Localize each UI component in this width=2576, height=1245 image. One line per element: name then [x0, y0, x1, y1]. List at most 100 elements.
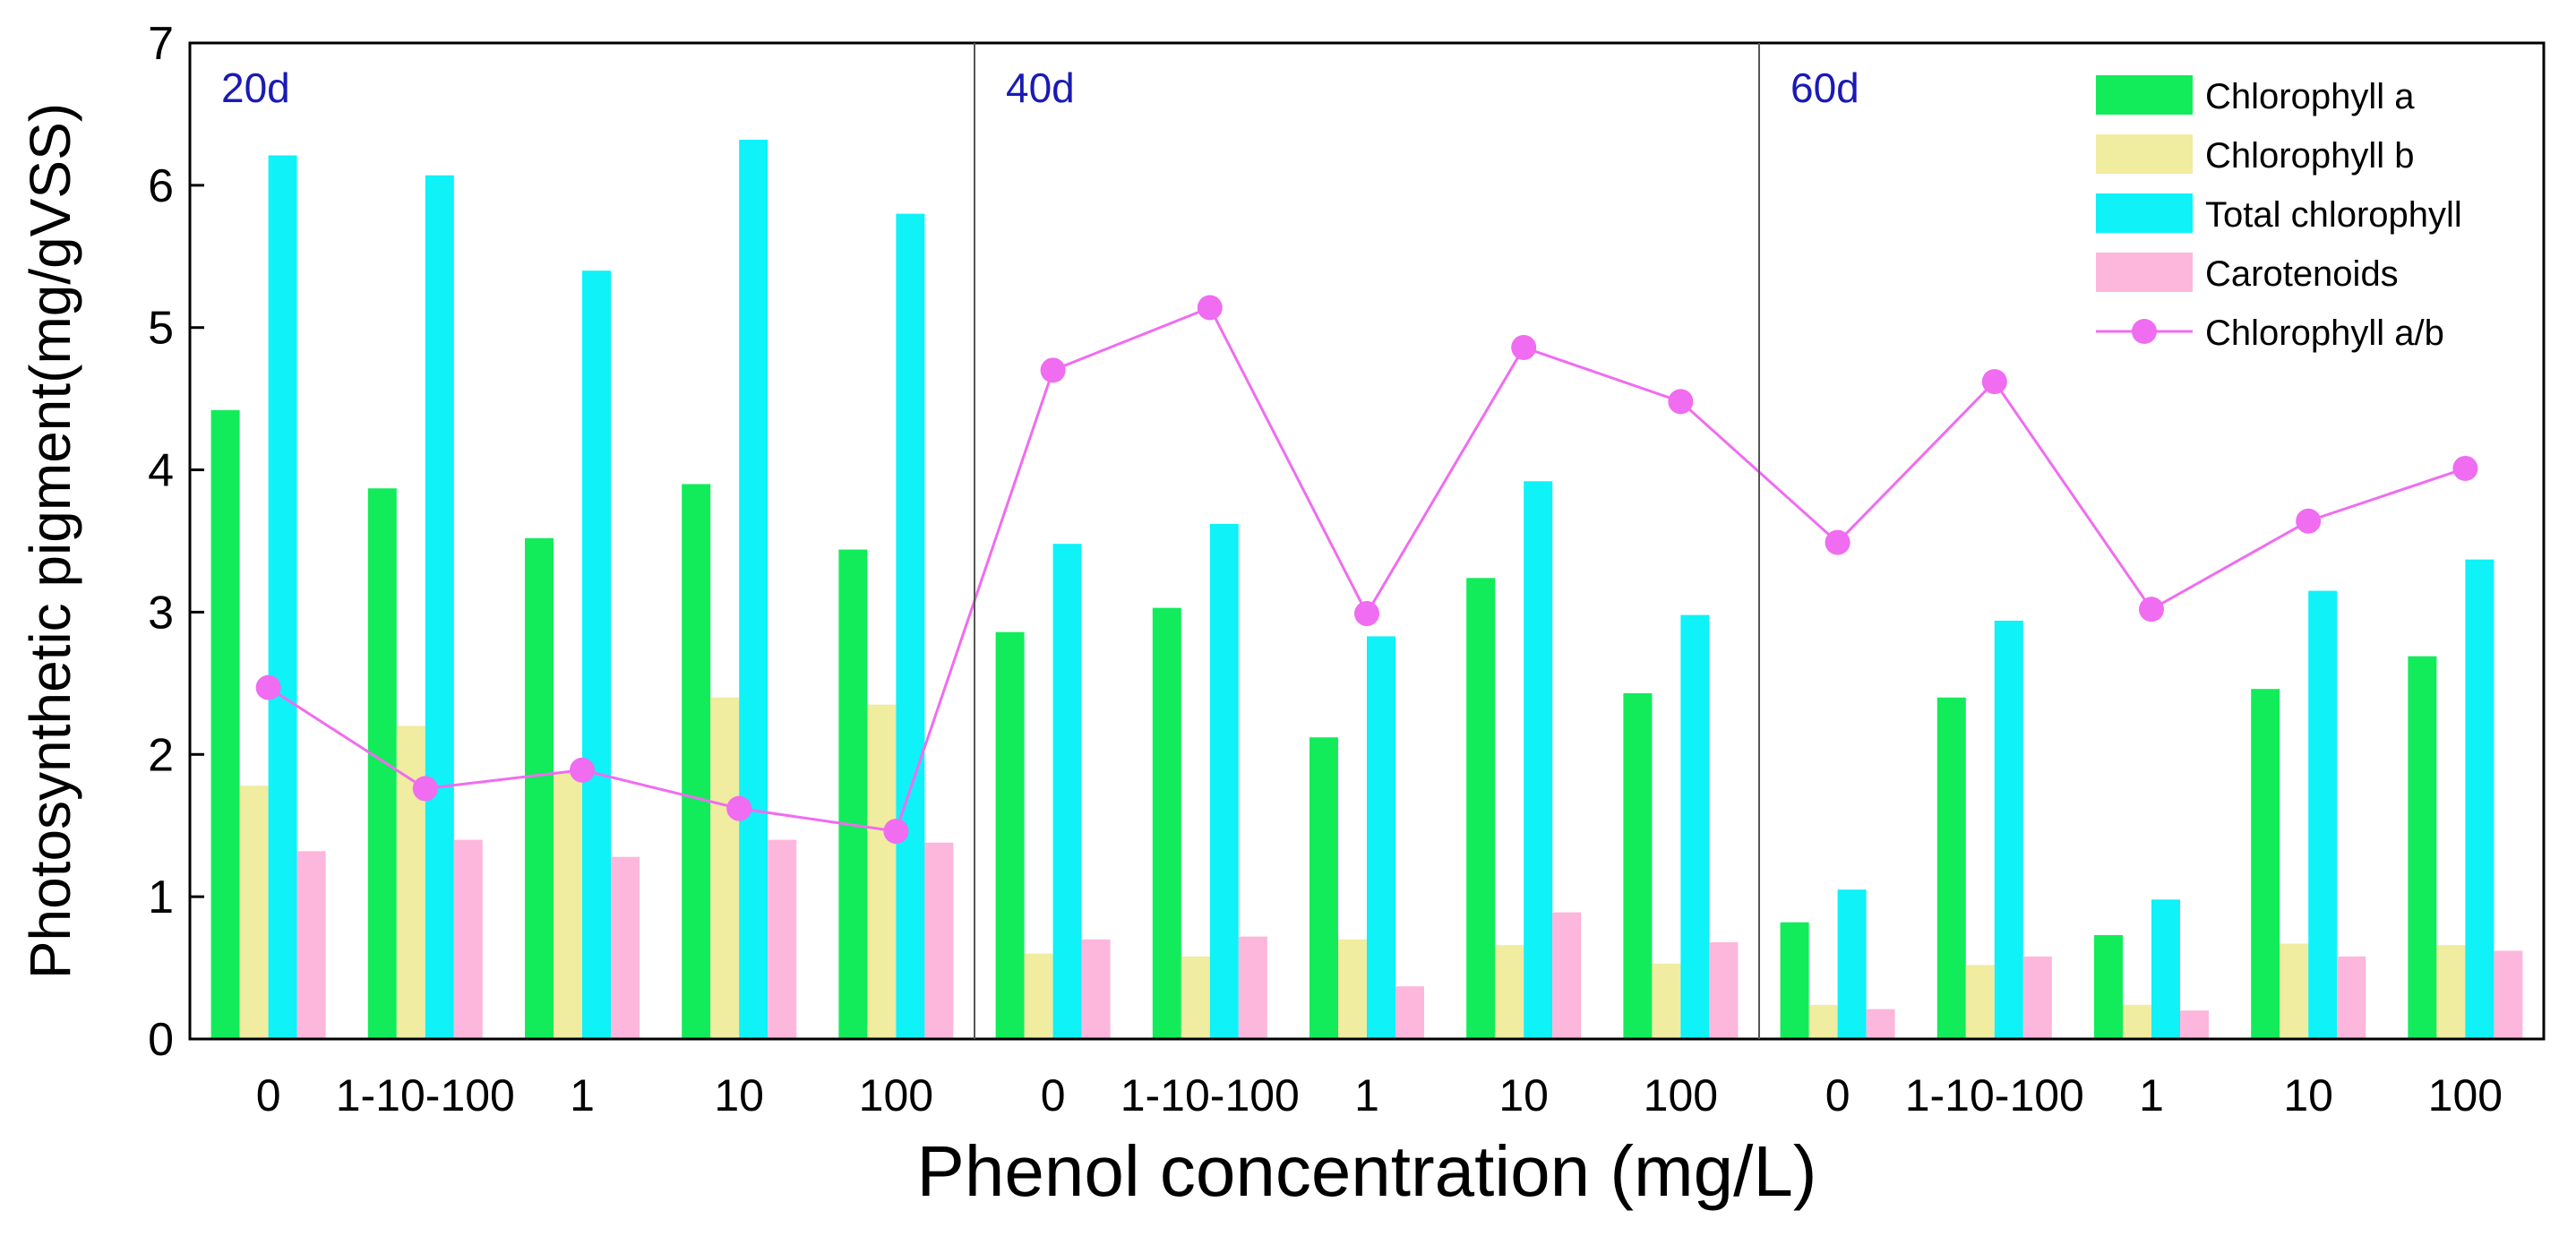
x-axis-label: Phenol concentration (mg/L) [917, 1131, 1817, 1211]
legend-swatch-carotenoids [2096, 253, 2193, 292]
point-chlorophyll-a-b-14 [2452, 455, 2478, 481]
bar-chlorophyll-b-12 [2123, 1004, 2151, 1039]
point-chlorophyll-a-b-12 [2139, 597, 2164, 622]
bar-chlorophyll-a-9 [1623, 692, 1653, 1039]
legend-label-chlorophyll-a-b: Chlorophyll a/b [2205, 313, 2444, 353]
bar-chlorophyll-a-6 [1152, 607, 1181, 1039]
y-tick-label-1: 1 [148, 872, 174, 923]
bar-total-chlorophyll-3 [739, 140, 769, 1040]
legend-marker-chlorophyll-a-b [2132, 319, 2157, 344]
x-axis: 0 1-10-100 1 10 100 0 1-10-100 1 10 100 0 1-10-100 1… [256, 1070, 2503, 1120]
legend-label-total-chlorophyll: Total chlorophyll [2205, 195, 2462, 235]
group-label-20d: 20d [221, 64, 290, 111]
bar-chlorophyll-b-11 [1965, 965, 1995, 1039]
x-tick-label-14: 100 [2428, 1070, 2503, 1120]
group-label-40d: 40d [1006, 64, 1075, 111]
bar-total-chlorophyll-2 [582, 270, 611, 1040]
bar-total-chlorophyll-0 [268, 155, 297, 1040]
bar-total-chlorophyll-12 [2151, 899, 2180, 1039]
legend-label-chlorophyll-a: Chlorophyll a [2205, 77, 2415, 116]
point-chlorophyll-a-b-5 [1040, 357, 1066, 383]
bar-chlorophyll-a-2 [525, 537, 554, 1039]
y-tick-label-2: 2 [148, 729, 174, 781]
bar-carotenoids-8 [1552, 912, 1582, 1039]
bar-total-chlorophyll-4 [896, 213, 925, 1040]
point-chlorophyll-a-b-2 [570, 757, 595, 783]
bar-chlorophyll-b-2 [554, 771, 582, 1039]
legend: Chlorophyll a Chlorophyll b Total chloroph… [2096, 75, 2462, 353]
x-tick-label-10: 0 [1825, 1070, 1850, 1120]
bar-chlorophyll-a-7 [1309, 737, 1338, 1039]
y-axis-label: Photosynthetic pigment(mg/gVSS) [18, 103, 82, 979]
bar-chlorophyll-b-8 [1495, 945, 1524, 1039]
bar-carotenoids-13 [2337, 956, 2366, 1039]
legend-label-chlorophyll-b: Chlorophyll b [2205, 136, 2414, 176]
group-labels: 20d 40d 60d [221, 64, 1859, 111]
bar-carotenoids-9 [1709, 941, 1739, 1039]
bar-chlorophyll-b-0 [239, 786, 269, 1039]
x-tick-label-2: 1 [570, 1070, 595, 1120]
legend-swatch-total-chlorophyll [2096, 193, 2193, 233]
point-chlorophyll-a-b-10 [1825, 529, 1850, 555]
group-dividers [974, 43, 1760, 1039]
bar-chlorophyll-a-3 [682, 484, 711, 1039]
bar-carotenoids-1 [453, 839, 483, 1039]
bar-carotenoids-6 [1238, 936, 1267, 1039]
y-tick-label-3: 3 [148, 587, 174, 639]
bar-chlorophyll-b-13 [2280, 943, 2309, 1039]
bar-total-chlorophyll-14 [2465, 559, 2494, 1039]
bar-total-chlorophyll-10 [1837, 889, 1867, 1039]
x-tick-label-8: 10 [1498, 1070, 1549, 1120]
x-tick-label-12: 1 [2139, 1070, 2164, 1120]
point-chlorophyll-a-b-8 [1511, 334, 1537, 360]
bar-chlorophyll-a-12 [2094, 935, 2123, 1039]
bar-chlorophyll-a-14 [2408, 656, 2437, 1039]
bar-carotenoids-3 [768, 839, 797, 1039]
bar-total-chlorophyll-9 [1680, 614, 1710, 1039]
point-chlorophyll-a-b-4 [883, 819, 909, 845]
bar-chlorophyll-a-11 [1936, 697, 1966, 1039]
x-tick-label-9: 100 [1644, 1070, 1718, 1120]
y-tick-label-5: 5 [148, 303, 174, 355]
bar-chlorophyll-a-13 [2251, 689, 2280, 1039]
legend-label-carotenoids: Carotenoids [2205, 254, 2399, 294]
y-tick-label-0: 0 [148, 1014, 174, 1066]
bar-chlorophyll-a-10 [1780, 922, 1809, 1039]
x-tick-label-13: 10 [2283, 1070, 2333, 1120]
bar-total-chlorophyll-11 [1994, 620, 2023, 1039]
bar-chlorophyll-b-7 [1338, 939, 1367, 1039]
bar-carotenoids-10 [1866, 1009, 1895, 1039]
bar-carotenoids-12 [2180, 1010, 2209, 1039]
bar-total-chlorophyll-13 [2308, 590, 2338, 1039]
y-tick-label-4: 4 [148, 445, 174, 497]
x-tick-label-3: 10 [714, 1070, 764, 1120]
point-chlorophyll-a-b-6 [1197, 295, 1223, 321]
bar-carotenoids-2 [611, 856, 640, 1039]
bar-total-chlorophyll-5 [1052, 544, 1082, 1039]
bar-carotenoids-5 [1081, 939, 1111, 1039]
bar-chlorophyll-b-3 [710, 697, 740, 1039]
point-chlorophyll-a-b-9 [1668, 389, 1694, 415]
bar-carotenoids-4 [924, 842, 954, 1039]
bar-carotenoids-7 [1395, 986, 1424, 1039]
bar-chlorophyll-b-4 [867, 704, 897, 1039]
bar-chlorophyll-b-14 [2436, 945, 2466, 1039]
bar-carotenoids-11 [2022, 956, 2052, 1039]
x-tick-label-5: 0 [1041, 1070, 1066, 1120]
bar-total-chlorophyll-1 [425, 175, 454, 1040]
bar-chlorophyll-b-10 [1808, 1004, 1838, 1039]
bar-carotenoids-0 [296, 851, 326, 1039]
point-chlorophyll-a-b-13 [2296, 508, 2322, 534]
x-tick-label-11: 1-10-100 [1905, 1070, 2084, 1120]
bar-chlorophyll-a-1 [367, 488, 397, 1039]
bar-chlorophyll-b-9 [1652, 963, 1681, 1039]
bar-chlorophyll-b-6 [1181, 956, 1210, 1039]
bar-chlorophyll-a-4 [838, 549, 868, 1039]
legend-swatch-chlorophyll-a [2096, 75, 2193, 115]
point-chlorophyll-a-b-3 [726, 795, 752, 821]
x-tick-label-1: 1-10-100 [336, 1070, 515, 1120]
group-label-60d: 60d [1790, 64, 1859, 111]
y-tick-label-7: 7 [148, 18, 174, 70]
bar-carotenoids-14 [2494, 950, 2523, 1039]
